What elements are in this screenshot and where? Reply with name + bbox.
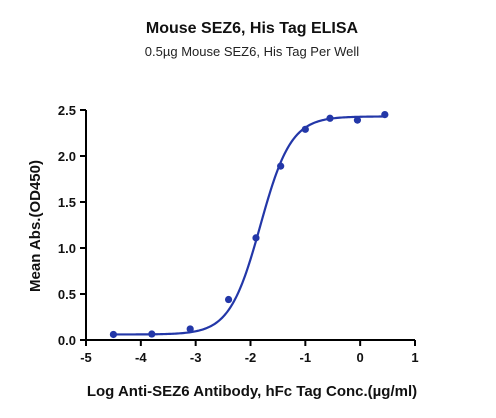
x-tick-label: 1: [411, 350, 418, 365]
data-point: [326, 114, 334, 122]
chart-title: Mouse SEZ6, His Tag ELISA: [146, 20, 359, 37]
data-points: [109, 111, 389, 339]
x-axis-ticks: -5 -4 -3 -2 -1 0 1: [80, 340, 419, 365]
x-tick-label: -3: [190, 350, 202, 365]
y-tick-label: 0.0: [58, 333, 76, 348]
y-axis-label: Mean Abs.(OD450): [27, 160, 44, 292]
y-tick-label: 0.5: [58, 287, 76, 302]
fit-curve-group: [113, 115, 385, 336]
data-point: [148, 330, 156, 338]
data-point: [277, 162, 285, 170]
x-tick-label: -2: [245, 350, 257, 365]
y-tick-label: 2.5: [58, 103, 76, 118]
data-point: [301, 125, 309, 133]
y-tick-label: 2.0: [58, 149, 76, 164]
data-point: [381, 111, 389, 119]
x-tick-label: -5: [80, 350, 92, 365]
data-point: [109, 330, 118, 339]
x-tick-label: 0: [357, 350, 364, 365]
axes: [85, 110, 415, 341]
data-point: [353, 116, 362, 124]
x-tick-label: -1: [300, 350, 312, 365]
x-tick-label: -4: [135, 350, 147, 365]
y-tick-label: 1.5: [58, 195, 76, 210]
data-point: [252, 234, 260, 242]
chart-subtitle: 0.5µg Mouse SEZ6, His Tag Per Well: [145, 44, 359, 59]
x-axis-label: Log Anti-SEZ6 Antibody, hFc Tag Conc.(µg…: [87, 383, 417, 400]
y-tick-label: 1.0: [58, 241, 76, 256]
data-point: [224, 295, 233, 304]
y-axis-ticks: 0.0 0.5 1.0 1.5 2.0 2.5: [58, 103, 86, 348]
data-point: [186, 325, 194, 333]
fit-curve: [113, 115, 385, 336]
